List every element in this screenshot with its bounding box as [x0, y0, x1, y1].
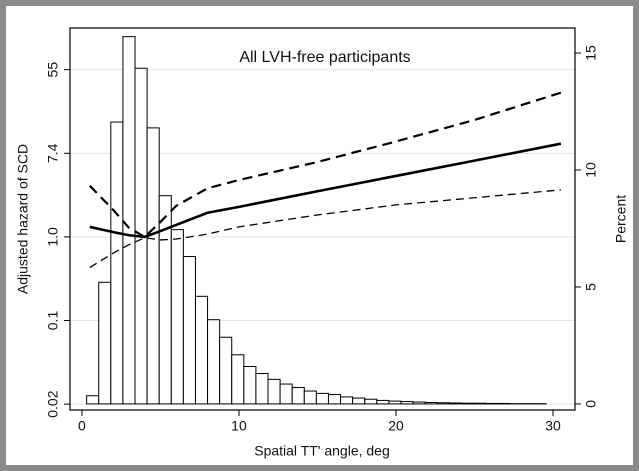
bar — [388, 400, 402, 405]
bar — [255, 373, 269, 405]
y2-tick-label: 10 — [583, 162, 599, 178]
hazard-line — [89, 142, 562, 239]
y2-axis-label: Percent — [613, 195, 629, 243]
bar — [340, 396, 354, 405]
bar — [231, 354, 245, 405]
y-tick-label: 0.1 — [45, 311, 61, 331]
bar — [315, 392, 329, 405]
y-tick-label: 0.02 — [45, 390, 61, 417]
chart-title: All LVH-free participants — [239, 49, 410, 66]
bar — [352, 397, 366, 405]
y-axis-label: Adjusted hazard of SCD — [15, 144, 31, 294]
bar — [267, 378, 281, 405]
bar — [86, 395, 100, 405]
bar — [376, 399, 390, 405]
bar — [279, 383, 293, 405]
bar — [448, 402, 462, 405]
bar — [303, 390, 317, 405]
bar — [207, 319, 221, 405]
bar — [110, 121, 124, 405]
y-tick-label: 55 — [45, 62, 61, 78]
bar — [194, 295, 209, 405]
x-tick-label: 10 — [231, 418, 247, 434]
y-tick-label: 1.0 — [45, 227, 61, 247]
x-tick-label: 20 — [388, 418, 404, 434]
bar — [460, 402, 475, 405]
bar — [291, 387, 305, 405]
x-tick-label: 30 — [545, 418, 561, 434]
hazard-line — [88, 91, 562, 239]
bar — [436, 402, 450, 405]
bar — [327, 394, 342, 405]
bar — [424, 402, 438, 405]
plot-frame — [69, 27, 576, 411]
bar — [473, 402, 487, 405]
bar — [364, 398, 378, 405]
y2-tick-label: 15 — [583, 45, 599, 61]
x-axis-label: Spatial TT' angle, deg — [254, 443, 390, 459]
bar — [146, 127, 160, 405]
y2-tick-label: 0 — [583, 400, 599, 408]
bar — [182, 256, 196, 405]
bar — [219, 336, 233, 405]
bar — [122, 36, 136, 405]
x-tick-label: 0 — [78, 418, 86, 434]
bar — [400, 401, 414, 405]
bar — [98, 281, 112, 405]
bar — [412, 401, 426, 405]
bar — [170, 229, 184, 405]
bar — [243, 365, 257, 405]
hazard-line — [89, 189, 561, 269]
y2-tick-label: 5 — [583, 283, 599, 291]
y-tick-label: 7.4 — [45, 143, 61, 163]
